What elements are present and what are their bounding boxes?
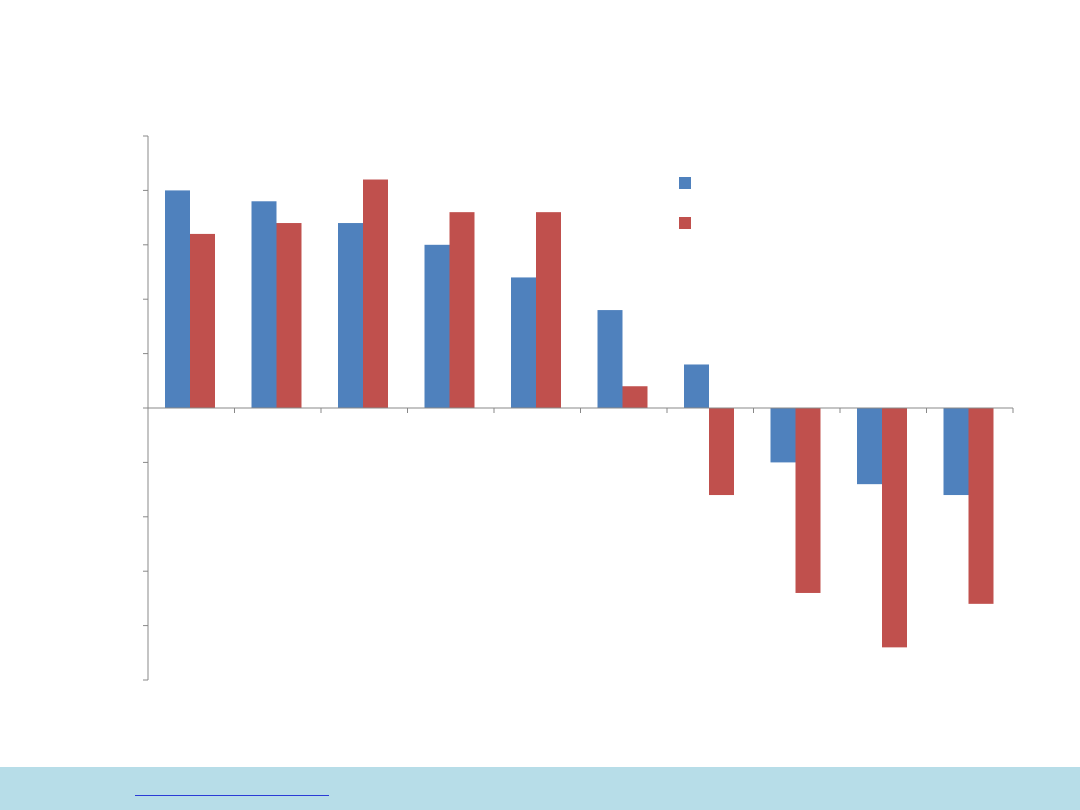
bar-series-1-3: [338, 223, 363, 408]
legend-swatch-series-1: [679, 177, 691, 189]
axes-layer: [143, 135, 1014, 681]
bar-series-2-8: [795, 408, 821, 593]
bar-series-2-4: [449, 212, 475, 408]
bar-chart: [143, 135, 1014, 681]
bar-series-2-9: [882, 408, 907, 648]
bar-series-2-2: [276, 223, 302, 408]
bar-series-2-1: [190, 233, 215, 408]
footer-link-underline[interactable]: [135, 795, 329, 796]
bar-series-1-1: [165, 190, 190, 408]
bars-layer: [165, 179, 994, 648]
legend-swatch-series-2: [679, 217, 691, 229]
bar-series-1-6: [597, 310, 623, 408]
bar-series-1-7: [684, 364, 709, 408]
bar-series-1-9: [857, 408, 882, 485]
bar-series-1-4: [424, 244, 450, 408]
footer-band: [0, 767, 1080, 810]
bar-series-2-6: [622, 386, 648, 408]
bar-series-2-10: [968, 408, 994, 604]
bar-series-2-7: [709, 408, 734, 496]
bar-series-1-8: [770, 408, 796, 463]
legend: [679, 177, 691, 229]
bar-series-1-5: [511, 277, 536, 408]
bar-series-2-5: [536, 212, 561, 408]
bar-series-1-10: [943, 408, 969, 496]
bar-series-2-3: [363, 179, 388, 408]
bar-series-1-2: [251, 201, 277, 408]
